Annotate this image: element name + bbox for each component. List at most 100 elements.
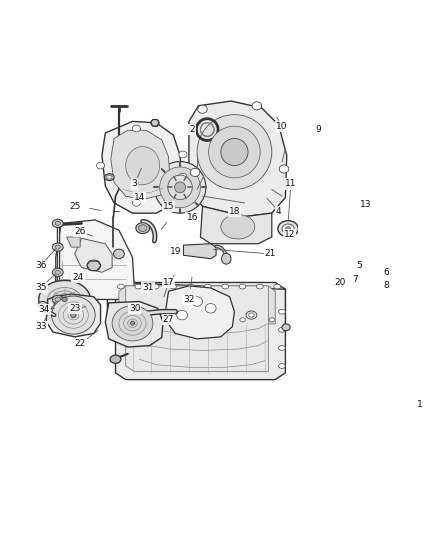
Ellipse shape bbox=[52, 243, 63, 251]
Ellipse shape bbox=[152, 284, 159, 289]
Text: 15: 15 bbox=[163, 202, 174, 211]
Ellipse shape bbox=[131, 321, 134, 325]
Polygon shape bbox=[107, 282, 286, 329]
Ellipse shape bbox=[71, 312, 76, 318]
Ellipse shape bbox=[279, 327, 286, 332]
Ellipse shape bbox=[240, 318, 245, 322]
Ellipse shape bbox=[239, 284, 246, 289]
Text: 23: 23 bbox=[69, 304, 81, 313]
Ellipse shape bbox=[132, 199, 141, 206]
Text: 30: 30 bbox=[129, 304, 140, 313]
Ellipse shape bbox=[252, 102, 261, 110]
Text: 25: 25 bbox=[69, 202, 81, 211]
Ellipse shape bbox=[107, 175, 112, 179]
Ellipse shape bbox=[55, 245, 60, 249]
Polygon shape bbox=[102, 122, 182, 213]
Text: 9: 9 bbox=[315, 125, 321, 134]
Ellipse shape bbox=[123, 318, 128, 322]
Ellipse shape bbox=[96, 162, 105, 169]
Ellipse shape bbox=[177, 310, 187, 320]
Polygon shape bbox=[116, 282, 286, 379]
Polygon shape bbox=[75, 238, 112, 272]
Ellipse shape bbox=[151, 119, 159, 126]
Text: 24: 24 bbox=[73, 272, 84, 281]
Ellipse shape bbox=[55, 221, 60, 225]
Ellipse shape bbox=[135, 284, 142, 289]
Ellipse shape bbox=[62, 297, 67, 302]
Ellipse shape bbox=[286, 227, 291, 231]
Text: 6: 6 bbox=[383, 268, 389, 277]
Ellipse shape bbox=[52, 296, 95, 334]
Ellipse shape bbox=[279, 309, 286, 314]
Ellipse shape bbox=[222, 284, 229, 289]
Ellipse shape bbox=[221, 139, 248, 166]
Ellipse shape bbox=[87, 260, 101, 271]
Ellipse shape bbox=[39, 280, 90, 319]
Ellipse shape bbox=[282, 224, 294, 233]
Ellipse shape bbox=[112, 305, 153, 341]
Text: 3: 3 bbox=[132, 180, 138, 189]
Ellipse shape bbox=[117, 284, 124, 289]
Text: 22: 22 bbox=[74, 339, 86, 348]
Ellipse shape bbox=[278, 221, 298, 237]
Ellipse shape bbox=[367, 298, 378, 305]
Ellipse shape bbox=[197, 115, 272, 189]
Ellipse shape bbox=[222, 253, 231, 264]
Ellipse shape bbox=[190, 168, 200, 176]
Ellipse shape bbox=[257, 284, 263, 289]
Ellipse shape bbox=[279, 345, 286, 350]
Ellipse shape bbox=[191, 297, 202, 306]
Ellipse shape bbox=[205, 284, 211, 289]
Ellipse shape bbox=[279, 364, 286, 368]
Ellipse shape bbox=[198, 105, 207, 114]
Text: 27: 27 bbox=[163, 316, 174, 325]
Text: 21: 21 bbox=[265, 249, 276, 259]
Text: 10: 10 bbox=[276, 122, 288, 131]
Ellipse shape bbox=[246, 311, 257, 319]
Ellipse shape bbox=[175, 182, 186, 193]
Text: 32: 32 bbox=[183, 295, 194, 304]
Ellipse shape bbox=[221, 214, 255, 239]
Ellipse shape bbox=[168, 175, 192, 199]
Text: 2: 2 bbox=[190, 125, 195, 134]
Ellipse shape bbox=[160, 167, 201, 208]
Text: 13: 13 bbox=[360, 200, 371, 209]
Ellipse shape bbox=[274, 284, 281, 289]
Text: 11: 11 bbox=[285, 180, 297, 189]
Ellipse shape bbox=[132, 125, 141, 132]
Ellipse shape bbox=[138, 225, 147, 231]
Ellipse shape bbox=[136, 223, 149, 233]
Polygon shape bbox=[201, 206, 272, 244]
Text: 4: 4 bbox=[276, 207, 281, 216]
Ellipse shape bbox=[105, 174, 114, 181]
Ellipse shape bbox=[154, 161, 206, 213]
Text: 1: 1 bbox=[417, 400, 423, 409]
Ellipse shape bbox=[205, 303, 216, 313]
Ellipse shape bbox=[179, 173, 187, 180]
Ellipse shape bbox=[52, 295, 63, 303]
Ellipse shape bbox=[187, 284, 194, 289]
Text: 35: 35 bbox=[35, 284, 46, 293]
Polygon shape bbox=[184, 244, 216, 259]
Polygon shape bbox=[164, 286, 234, 339]
Ellipse shape bbox=[126, 147, 160, 184]
Polygon shape bbox=[111, 130, 170, 199]
Text: 26: 26 bbox=[74, 227, 86, 236]
Text: 16: 16 bbox=[187, 213, 198, 222]
Ellipse shape bbox=[110, 355, 121, 364]
Text: 7: 7 bbox=[352, 274, 357, 284]
Text: 20: 20 bbox=[334, 278, 346, 287]
Ellipse shape bbox=[181, 318, 187, 322]
Polygon shape bbox=[189, 101, 287, 216]
Polygon shape bbox=[126, 286, 268, 372]
Polygon shape bbox=[105, 302, 163, 347]
Ellipse shape bbox=[282, 324, 290, 330]
Ellipse shape bbox=[55, 270, 60, 274]
Text: 14: 14 bbox=[134, 193, 145, 202]
Text: 31: 31 bbox=[142, 284, 154, 293]
Ellipse shape bbox=[208, 126, 260, 178]
Ellipse shape bbox=[179, 151, 187, 158]
Polygon shape bbox=[56, 220, 134, 300]
Ellipse shape bbox=[52, 268, 63, 276]
Polygon shape bbox=[46, 294, 101, 337]
